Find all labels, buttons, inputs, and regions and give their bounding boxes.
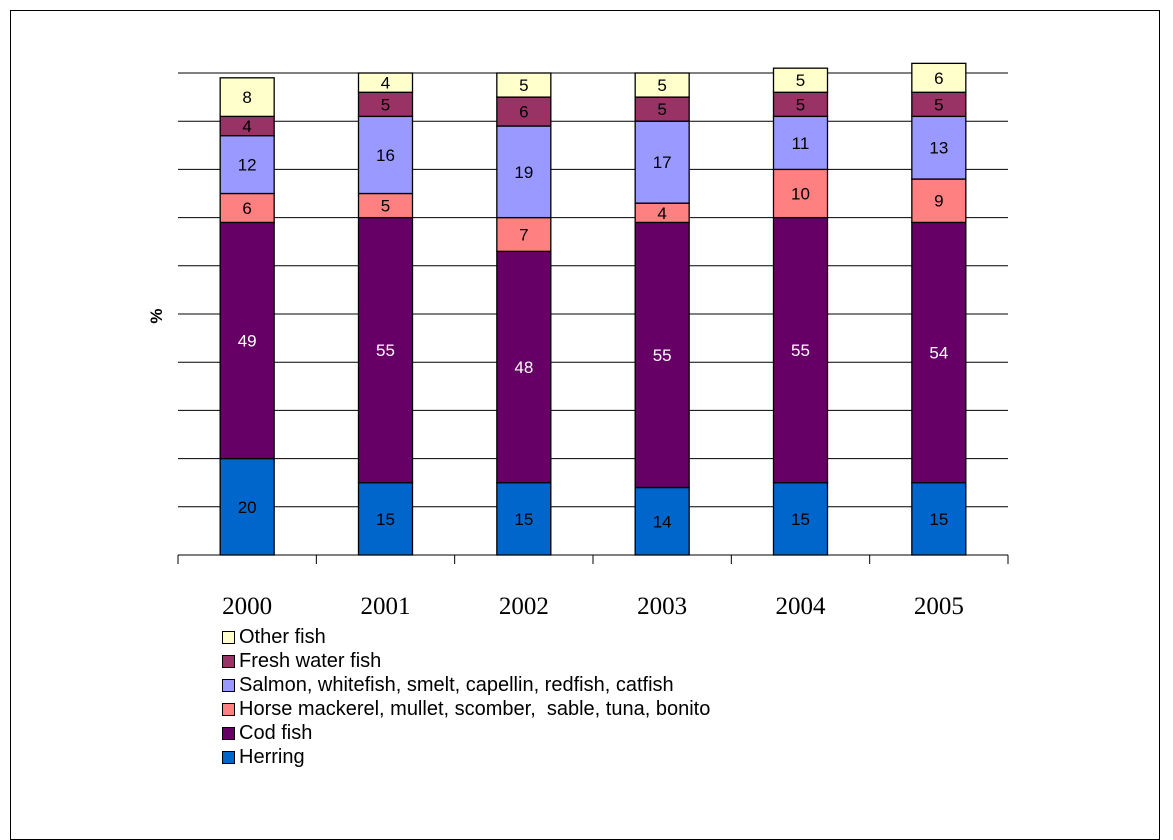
data-label: 55	[376, 341, 395, 360]
bar-segment	[634, 120, 690, 204]
data-label: 54	[929, 344, 948, 363]
bar-segment	[772, 115, 829, 171]
data-label: 55	[653, 346, 672, 365]
bar-segment	[911, 62, 967, 93]
legend-label: Other fish	[239, 625, 326, 648]
bar-segment	[911, 221, 967, 484]
data-label: 4	[381, 74, 390, 93]
legend-item: Salmon, whitefish, smelt, capellin, redf…	[222, 673, 710, 697]
bar-segment	[772, 91, 829, 118]
bar-segment	[772, 67, 829, 93]
x-tick-label: 2003	[637, 593, 687, 620]
data-label: 7	[519, 225, 528, 244]
bar-segment	[772, 216, 829, 484]
data-label: 15	[929, 510, 948, 529]
bar-segment	[634, 72, 690, 98]
data-label: 15	[791, 510, 810, 529]
data-label: 14	[653, 512, 672, 531]
x-tick-label: 2005	[914, 593, 964, 620]
bar-segment	[911, 91, 967, 118]
bar-segment	[496, 125, 552, 219]
legend-item: Horse mackerel, mullet, scomber, sable, …	[222, 697, 710, 721]
bar-segment	[357, 482, 414, 556]
bar-segment	[496, 216, 552, 252]
data-label: 13	[929, 139, 948, 158]
data-label: 10	[791, 185, 810, 204]
y-axis-label: %	[147, 308, 166, 323]
legend-label: Fresh water fish	[239, 649, 382, 672]
bar-segment	[634, 221, 690, 489]
data-label: 5	[519, 76, 528, 95]
bar-segment	[772, 168, 829, 219]
legend-label: Salmon, whitefish, smelt, capellin, redf…	[239, 673, 674, 696]
data-label: 6	[519, 103, 528, 122]
data-label: 48	[514, 358, 533, 377]
legend-label: Horse mackerel, mullet, scomber, sable, …	[239, 697, 711, 720]
axes: 2000 2001 2002 2003 2004 2005	[177, 554, 1009, 620]
bar-segment	[357, 216, 414, 484]
legend-swatch	[222, 726, 235, 740]
x-tick-label: 2002	[499, 593, 549, 620]
data-label: 16	[376, 146, 395, 165]
legend-swatch	[222, 750, 235, 764]
bar-segment	[634, 96, 690, 122]
bar-segment	[219, 221, 275, 460]
bars: 2049612481555516541548719651455417551555…	[219, 62, 967, 556]
legend-label: Herring	[239, 745, 305, 768]
data-label: 6	[242, 199, 251, 218]
bar-segment	[357, 115, 414, 195]
gridlines	[178, 72, 1008, 508]
data-label: 49	[238, 332, 257, 351]
legend-item: Herring	[222, 745, 710, 769]
x-tick-label: 2000	[222, 593, 272, 620]
data-label: 5	[796, 95, 805, 114]
legend-item: Cod fish	[222, 721, 710, 745]
bar-segment	[357, 72, 414, 93]
bar-segment	[496, 72, 552, 98]
chart-frame	[10, 10, 1160, 840]
data-label: 17	[653, 153, 672, 172]
data-label: 5	[657, 100, 666, 119]
bar-segment	[219, 457, 275, 556]
bar-segment	[496, 250, 552, 484]
data-label: 5	[934, 95, 943, 114]
bar-segment	[911, 115, 967, 180]
data-label: 5	[657, 76, 666, 95]
x-tick-label: 2001	[361, 593, 411, 620]
data-label: 9	[934, 192, 943, 211]
legend-item: Fresh water fish	[222, 649, 710, 673]
data-label: 15	[514, 510, 533, 529]
legend-swatch	[222, 678, 235, 692]
legend-swatch	[222, 702, 235, 716]
data-label: 8	[242, 88, 251, 107]
bar-segment	[496, 482, 552, 556]
data-label: 4	[657, 204, 666, 223]
data-label: 6	[934, 69, 943, 88]
data-label: 11	[792, 134, 810, 153]
data-label: 5	[381, 197, 390, 216]
data-label: 55	[791, 341, 810, 360]
legend-item: Other fish	[222, 625, 710, 649]
stacked-bar-chart: 2049612481555516541548719651455417551555…	[147, 62, 1009, 620]
bar-segment	[219, 77, 275, 118]
data-label: 20	[238, 498, 257, 517]
data-label: 15	[376, 510, 395, 529]
data-label: 5	[796, 71, 805, 90]
data-label: 5	[381, 95, 390, 114]
legend-swatch	[222, 654, 235, 668]
x-tick-label: 2004	[776, 593, 827, 620]
bar-segment	[357, 91, 414, 118]
legend-swatch	[222, 630, 235, 644]
legend-label: Cod fish	[239, 721, 313, 744]
legend: Other fish Fresh water fish Salmon, whitef…	[222, 625, 710, 769]
data-label: 19	[514, 163, 533, 182]
data-label: 4	[242, 117, 251, 136]
bar-segment	[357, 192, 414, 219]
data-label: 12	[238, 156, 257, 175]
